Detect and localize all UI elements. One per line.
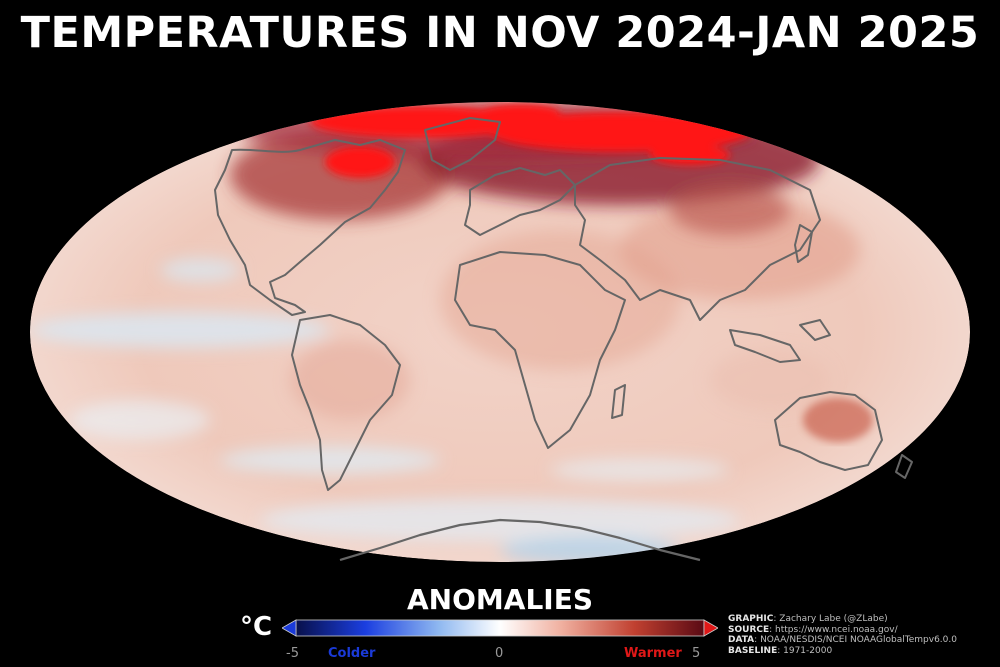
antarctica-outline [339, 518, 701, 562]
credit-graphic: GRAPHIC: Zachary Labe (@ZLabe) [728, 614, 888, 624]
australia-outline [774, 391, 883, 471]
tick-mid: 0 [495, 646, 504, 661]
tick-min: -5 [286, 646, 299, 661]
colorbar-cold-arrow [282, 619, 297, 637]
credits-block: GRAPHIC: Zachary Labe (@ZLabe) SOURCE: h… [728, 614, 957, 656]
unit-label: °C [240, 612, 273, 642]
colorbar-label: ANOMALIES [407, 583, 593, 616]
africa-outline [454, 251, 626, 449]
warmer-label: Warmer [624, 646, 682, 661]
south-america-outline [291, 314, 401, 491]
credit-source: SOURCE: https://www.ncei.noaa.gov/ [728, 624, 898, 635]
tick-max: 5 [692, 646, 701, 661]
asia-outline [574, 157, 821, 321]
colorbar [282, 619, 718, 637]
madagascar-outline [611, 384, 626, 419]
colorbar-warm-arrow [703, 619, 718, 637]
credit-data: DATA: NOAA/NESDIS/NCEI NOAAGlobalTempv6.… [728, 635, 957, 645]
colder-label: Colder [328, 646, 376, 661]
north-america-outline [214, 139, 406, 316]
coastlines [214, 117, 913, 562]
map-title: TEMPERATURES IN NOV 2024-JAN 2025 [20, 8, 980, 58]
indonesia-outline [729, 329, 801, 363]
credit-baseline: BASELINE: 1971-2000 [728, 645, 833, 656]
colorbar-gradient [295, 619, 705, 637]
europe-outline [464, 167, 576, 236]
greenland-outline [424, 117, 501, 171]
